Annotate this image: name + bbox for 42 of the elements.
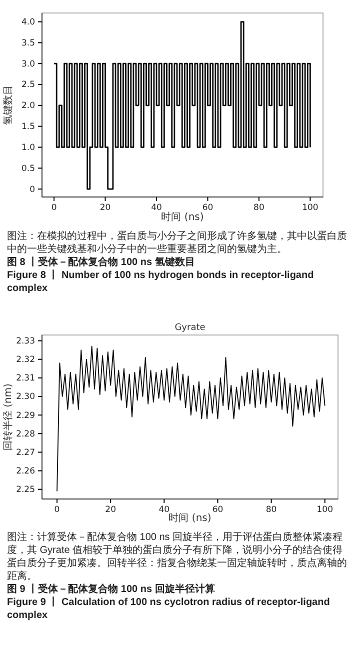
caption: Figure 8 丨 Number of 100 ns hydrogen bonds in receptor-ligand complex — [7, 269, 315, 295]
y-tick-label: 2.29 — [16, 410, 35, 421]
y-tick-label: 3.5 — [21, 38, 35, 48]
x-tick-label: 20 — [100, 203, 111, 214]
y-tick-label: 1.0 — [21, 142, 35, 153]
y-tick-label: 2.28 — [16, 429, 35, 440]
text: 图注：在模拟的过程中，蛋白质与小分子之间形成了许多氢键，其中以蛋白质中的一些关键残基和小分子中的一些重要基团之间的氢键为主。 — [7, 230, 347, 256]
y-tick-label: 2.31 — [16, 374, 35, 384]
y-tick-label: 2.30 — [16, 392, 35, 402]
y-tick-label: 2.27 — [16, 448, 35, 458]
caption: 图 8 丨受体－配体复合物 100 ns 氢键数目 — [7, 256, 196, 269]
x-tick-label: 80 — [254, 203, 264, 214]
x-tick-label: 40 — [158, 505, 170, 516]
caption: Figure 9 丨 Calculation of 100 ns cyclotron radius of receptor-ligand complex — [7, 596, 331, 622]
y-tick-label: 3.0 — [21, 59, 35, 70]
chart-title: Gyrate — [174, 323, 206, 333]
y-tick-label: 0.5 — [21, 164, 35, 174]
text: 图注：计算受体－配体复合物 100 ns 回旋半径，用于评估蛋白质整体紧凑程度，其 Gyrate 值相较于单独的蛋白质分子有所下降，说明小分子的结合使得蛋白质分子更加紧凑。回转半径：指复合物绕某一固定轴旋转时，质点离轴的距离。 — [7, 531, 347, 583]
y-tick-label: 2.26 — [16, 466, 35, 476]
y-tick-label: 2.33 — [16, 336, 35, 346]
x-tick-label: 100 — [316, 505, 333, 516]
y-axis-title: 氢键数目 — [2, 85, 14, 125]
x-tick-label: 20 — [105, 505, 116, 516]
y-tick-label: 2.25 — [16, 485, 35, 496]
x-tick-label: 60 — [202, 203, 214, 214]
y-tick-label: 2.0 — [21, 101, 35, 112]
x-axis-title: 时间 (ns) — [161, 211, 204, 223]
x-tick-label: 40 — [151, 203, 162, 214]
y-tick-label: 2.32 — [16, 355, 35, 366]
x-axis-title: 时间 (ns) — [168, 512, 212, 524]
y-axis-title: 回转半径 (nm) — [2, 383, 14, 451]
x-tick-label: 100 — [302, 203, 318, 214]
x-tick-label: 0 — [54, 505, 60, 516]
x-tick-label: 0 — [51, 203, 57, 214]
y-tick-label: 4.0 — [21, 18, 35, 28]
x-tick-label: 60 — [212, 505, 224, 516]
caption: 图 9 丨受体－配体复合物 100 ns 回旋半径计算 — [7, 583, 216, 596]
y-tick-label: 2.5 — [21, 80, 35, 90]
y-tick-label: 1.5 — [21, 122, 35, 132]
y-tick-label: 0 — [30, 184, 35, 195]
x-tick-label: 80 — [266, 505, 277, 516]
line-series — [56, 346, 326, 492]
